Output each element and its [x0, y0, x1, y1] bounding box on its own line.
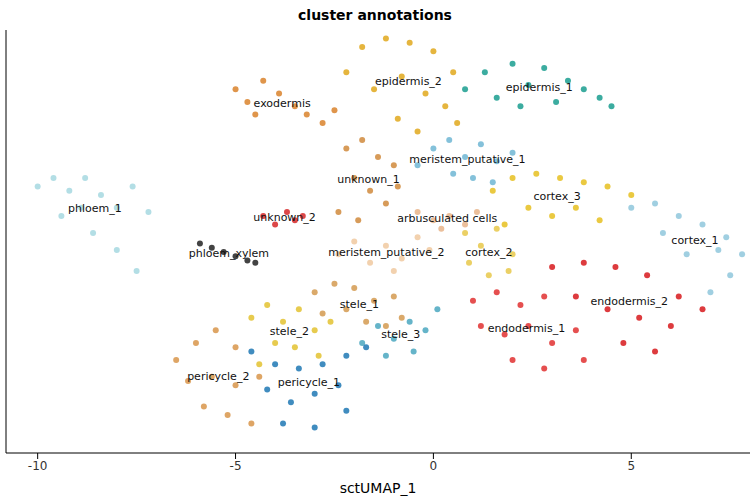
svg-text:exodermis: exodermis — [254, 97, 311, 110]
svg-text:pericycle_2: pericycle_2 — [187, 370, 249, 383]
svg-text:epidermis_1: epidermis_1 — [506, 81, 573, 94]
svg-text:cortex_1: cortex_1 — [671, 234, 718, 247]
svg-text:endodermis_1: endodermis_1 — [488, 322, 566, 335]
svg-text:cortex_2: cortex_2 — [465, 246, 512, 259]
svg-text:meristem_putative_1: meristem_putative_1 — [409, 153, 525, 166]
svg-text:-5: -5 — [230, 459, 242, 473]
svg-text:stele_3: stele_3 — [381, 328, 420, 341]
svg-text:unknown_2: unknown_2 — [253, 211, 315, 224]
svg-text:endodermis_2: endodermis_2 — [591, 295, 669, 308]
svg-text:0: 0 — [430, 459, 438, 473]
svg-text:-10: -10 — [28, 459, 48, 473]
svg-text:sctUMAP_1: sctUMAP_1 — [340, 480, 417, 496]
svg-text:phloem_1: phloem_1 — [68, 202, 122, 215]
svg-text:5: 5 — [627, 459, 635, 473]
svg-text:epidermis_2: epidermis_2 — [375, 75, 442, 88]
svg-text:cortex_3: cortex_3 — [533, 190, 580, 203]
svg-text:arbusculated cells: arbusculated cells — [397, 212, 497, 225]
svg-text:stele_1: stele_1 — [340, 298, 379, 311]
svg-text:pericycle_1: pericycle_1 — [278, 376, 340, 389]
html-text:cluster annotations: cluster annotations — [298, 7, 452, 23]
svg-text:meristem_putative_2: meristem_putative_2 — [328, 246, 444, 259]
svg-text:unknown_1: unknown_1 — [337, 173, 399, 186]
svg-text:phloem_xylem: phloem_xylem — [189, 247, 269, 260]
svg-text:stele_2: stele_2 — [270, 325, 309, 338]
